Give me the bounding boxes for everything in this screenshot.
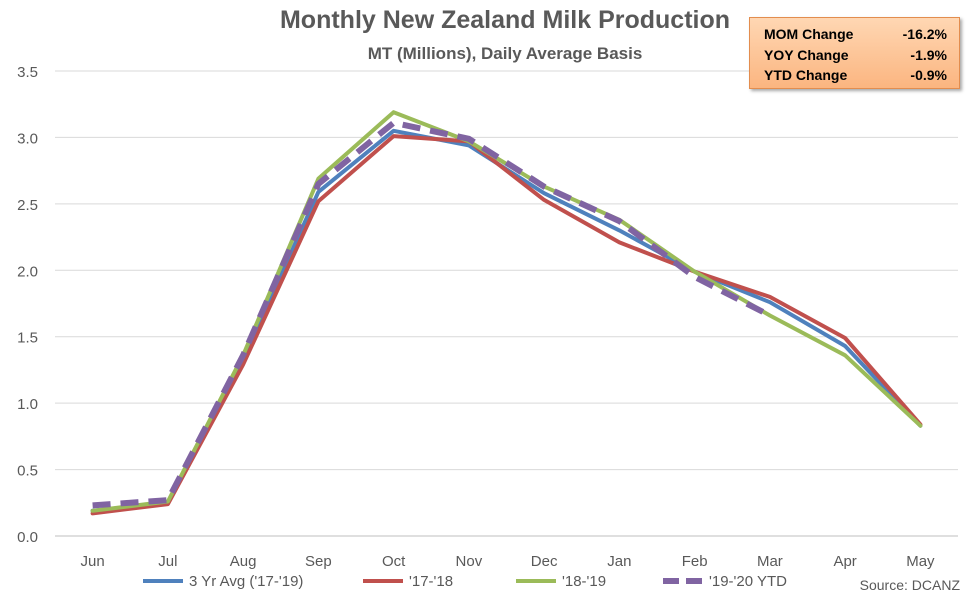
legend-label: 3 Yr Avg ('17-'19): [189, 573, 303, 590]
stat-value: -16.2%: [902, 26, 947, 42]
stat-label: YTD Change: [764, 67, 848, 83]
chart-subtitle: MT (Millions), Daily Average Basis: [367, 44, 643, 63]
x-tick-label: Feb: [682, 553, 708, 570]
x-tick-label: Oct: [382, 553, 406, 570]
y-tick-label: 1.0: [17, 396, 38, 413]
x-tick-label: Sep: [305, 553, 332, 570]
x-tick-label: Jan: [607, 553, 631, 570]
legend-label: '17-'18: [409, 573, 453, 590]
chart-title: Monthly New Zealand Milk Production: [279, 6, 731, 34]
stat-value: -0.9%: [910, 67, 947, 83]
x-tick-label: Apr: [833, 553, 856, 570]
stat-row-yoy: YOY Change -1.9%: [764, 45, 947, 66]
x-tick-label: Aug: [230, 553, 257, 570]
x-tick-label: Jun: [81, 553, 105, 570]
series-line: [92, 119, 772, 509]
x-tick-label: Mar: [757, 553, 783, 570]
y-tick-label: 2.5: [17, 197, 38, 214]
stats-box: MOM Change -16.2% YOY Change -1.9% YTD C…: [749, 17, 960, 89]
x-tick-label: Jul: [158, 553, 177, 570]
y-tick-label: 0.0: [17, 529, 38, 546]
x-tick-label: Dec: [531, 553, 558, 570]
y-tick-label: 3.5: [17, 64, 38, 81]
legend-label: '18-'19: [562, 573, 606, 590]
stat-label: YOY Change: [764, 46, 849, 63]
series-line: [90, 128, 923, 513]
series-line: [90, 134, 923, 516]
stat-row-mom: MOM Change -16.2%: [764, 24, 947, 45]
stat-value: -1.9%: [910, 46, 947, 63]
legend-label: '19-'20 YTD: [709, 573, 787, 590]
y-tick-label: 1.5: [17, 330, 38, 347]
stat-row-ytd: YTD Change -0.9%: [764, 65, 947, 86]
x-tick-label: Nov: [456, 553, 483, 570]
source-note: Source: DCANZ: [859, 577, 960, 593]
y-tick-label: 2.0: [17, 263, 38, 280]
y-tick-label: 0.5: [17, 463, 38, 480]
y-tick-label: 3.0: [17, 130, 38, 147]
stat-label: MOM Change: [764, 26, 854, 42]
x-tick-label: May: [906, 553, 935, 570]
